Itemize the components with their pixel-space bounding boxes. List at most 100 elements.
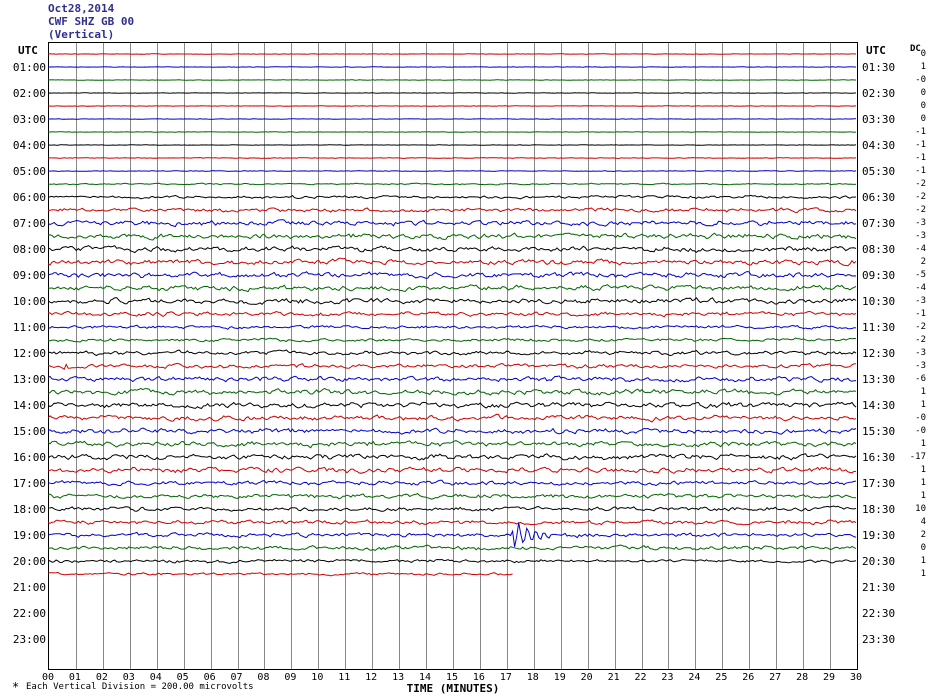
grid-line xyxy=(480,43,481,669)
time-label-right: 07:30 xyxy=(862,217,895,230)
dc-value: 0 xyxy=(902,114,926,124)
dc-value: 1 xyxy=(902,478,926,488)
time-label-left: 09:00 xyxy=(10,269,46,282)
dc-value: 0 xyxy=(902,101,926,111)
grid-line xyxy=(803,43,804,669)
x-tick-label: 07 xyxy=(231,672,243,683)
dc-value: 1 xyxy=(902,439,926,449)
time-label-right: 13:30 xyxy=(862,373,895,386)
x-tick-label: 20 xyxy=(581,672,593,683)
time-label-left: 06:00 xyxy=(10,191,46,204)
grid-line xyxy=(399,43,400,669)
time-label-right: 20:30 xyxy=(862,555,895,568)
time-label-left: 10:00 xyxy=(10,295,46,308)
grid-line xyxy=(534,43,535,669)
time-label-right: 08:30 xyxy=(862,243,895,256)
dc-value: -4 xyxy=(902,283,926,293)
dc-value: -1 xyxy=(902,153,926,163)
time-label-right: 05:30 xyxy=(862,165,895,178)
time-label-right: 21:30 xyxy=(862,581,895,594)
x-tick-label: 08 xyxy=(257,672,269,683)
footnote-text: Each Vertical Division = 200.00 microvol… xyxy=(26,682,254,692)
grid-line xyxy=(76,43,77,669)
time-label-left: 13:00 xyxy=(10,373,46,386)
time-label-left: 02:00 xyxy=(10,87,46,100)
dc-value: 4 xyxy=(902,517,926,527)
x-tick-label: 04 xyxy=(150,672,162,683)
dc-value: -1 xyxy=(902,140,926,150)
time-label-right: 22:30 xyxy=(862,607,895,620)
time-label-left: 16:00 xyxy=(10,451,46,464)
dc-value: -2 xyxy=(902,322,926,332)
grid-line xyxy=(372,43,373,669)
x-tick-label: 19 xyxy=(554,672,566,683)
time-label-right: 14:30 xyxy=(862,399,895,412)
x-axis-title: TIME (MINUTES) xyxy=(407,682,500,695)
grid-line xyxy=(264,43,265,669)
grid-line xyxy=(238,43,239,669)
dc-value: -2 xyxy=(902,179,926,189)
plot-frame xyxy=(48,42,858,670)
time-label-left: 14:00 xyxy=(10,399,46,412)
time-label-right: 02:30 xyxy=(862,87,895,100)
time-label-right: 03:30 xyxy=(862,113,895,126)
x-tick-label: 12 xyxy=(365,672,377,683)
dc-value: -6 xyxy=(902,374,926,384)
dc-value: 2 xyxy=(902,257,926,267)
grid-line xyxy=(722,43,723,669)
grid-line xyxy=(103,43,104,669)
dc-value: -3 xyxy=(902,348,926,358)
time-label-right: 15:30 xyxy=(862,425,895,438)
dc-value: -1 xyxy=(902,166,926,176)
x-tick-label: 27 xyxy=(769,672,781,683)
x-tick-label: 17 xyxy=(500,672,512,683)
header-channel: (Vertical) xyxy=(48,28,134,41)
time-label-left: 21:00 xyxy=(10,581,46,594)
time-label-left: 03:00 xyxy=(10,113,46,126)
time-label-left: 23:00 xyxy=(10,633,46,646)
time-label-right: 16:30 xyxy=(862,451,895,464)
dc-value: -3 xyxy=(902,231,926,241)
dc-value: 0 xyxy=(902,88,926,98)
time-label-right: 23:30 xyxy=(862,633,895,646)
x-tick-label: 30 xyxy=(850,672,862,683)
grid-line xyxy=(130,43,131,669)
time-label-right: 01:30 xyxy=(862,61,895,74)
dc-value: -2 xyxy=(902,192,926,202)
time-label-left: 11:00 xyxy=(10,321,46,334)
x-tick-label: 05 xyxy=(177,672,189,683)
grid-line xyxy=(453,43,454,669)
time-label-left: 22:00 xyxy=(10,607,46,620)
time-label-left: 15:00 xyxy=(10,425,46,438)
dc-value: 1 xyxy=(902,400,926,410)
dc-value: -2 xyxy=(902,335,926,345)
grid-line xyxy=(830,43,831,669)
header-station: CWF SHZ GB 00 xyxy=(48,15,134,28)
grid-line xyxy=(291,43,292,669)
dc-value: -0 xyxy=(902,426,926,436)
grid-line xyxy=(776,43,777,669)
time-label-right: 12:30 xyxy=(862,347,895,360)
x-tick-label: 00 xyxy=(42,672,54,683)
dc-value: -1 xyxy=(902,127,926,137)
dc-value: -3 xyxy=(902,296,926,306)
dc-value: -3 xyxy=(902,361,926,371)
x-tick-label: 01 xyxy=(69,672,81,683)
x-tick-label: 11 xyxy=(338,672,350,683)
time-label-left: 19:00 xyxy=(10,529,46,542)
x-tick-label: 14 xyxy=(419,672,431,683)
time-label-left: 18:00 xyxy=(10,503,46,516)
grid-line xyxy=(157,43,158,669)
x-tick-label: 09 xyxy=(284,672,296,683)
dc-value: 10 xyxy=(902,504,926,514)
x-tick-label: 25 xyxy=(715,672,727,683)
header-date: Oct28,2014 xyxy=(48,2,134,15)
dc-value: -3 xyxy=(902,218,926,228)
dc-value: -1 xyxy=(902,309,926,319)
utc-label-left: UTC xyxy=(18,44,38,57)
time-label-left: 20:00 xyxy=(10,555,46,568)
x-tick-label: 03 xyxy=(123,672,135,683)
grid-line xyxy=(749,43,750,669)
time-label-left: 08:00 xyxy=(10,243,46,256)
x-tick-label: 29 xyxy=(823,672,835,683)
